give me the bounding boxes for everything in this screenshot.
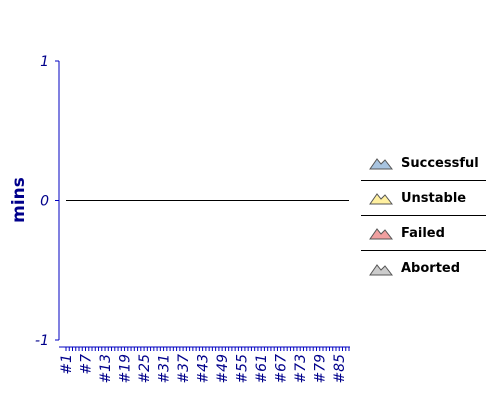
y-tick-label: 1 [40, 54, 49, 70]
tick-labels: 10-1#1 #7 #13 #19 #25 #31 #37 #43 #49 #55 #61 #67 #7… [35, 54, 348, 384]
x-tick-label: #55 [235, 354, 251, 384]
y-tick-label: 0 [40, 194, 49, 210]
x-tick-label: #37 [176, 354, 192, 384]
legend-label: Aborted [401, 261, 461, 276]
x-tick-label: #61 [254, 354, 270, 384]
y-tick-label: -1 [35, 333, 49, 349]
axes [58, 61, 350, 348]
x-tick-label: #73 [293, 354, 309, 384]
x-tick-label: #85 [332, 354, 348, 384]
chart-legend: Successful Unstable Failed Aborted [361, 146, 486, 286]
x-tick-label: #7 [79, 354, 95, 375]
y-axis-label: mins [9, 177, 29, 223]
legend-item-failed: Failed [361, 216, 486, 251]
legend-label: Unstable [401, 190, 467, 206]
x-tick-label: #79 [313, 354, 329, 384]
legend-label: Failed [401, 225, 445, 241]
legend-item-aborted: Aborted [361, 251, 486, 286]
x-tick-label: #19 [118, 354, 134, 384]
x-tick-label: #1 [59, 354, 75, 375]
x-tick-label: #49 [215, 354, 231, 384]
mountain-icon [369, 193, 393, 205]
mountain-icon [369, 228, 393, 240]
tick-marks [55, 60, 350, 351]
x-tick-label: #25 [137, 354, 153, 384]
legend-label: Successful [401, 155, 479, 171]
x-tick-label: #67 [274, 354, 290, 384]
x-tick-label: #31 [157, 354, 173, 384]
mountain-icon [369, 263, 393, 275]
x-tick-label: #43 [196, 354, 212, 384]
legend-item-successful: Successful [361, 146, 486, 181]
x-tick-label: #13 [98, 354, 114, 384]
legend-item-unstable: Unstable [361, 181, 486, 216]
mountain-icon [369, 158, 393, 170]
